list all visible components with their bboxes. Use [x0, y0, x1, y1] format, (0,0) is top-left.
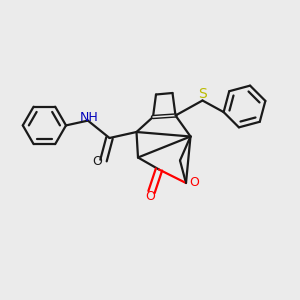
- Text: O: O: [190, 176, 199, 189]
- Text: NH: NH: [80, 111, 99, 124]
- Text: O: O: [146, 190, 155, 203]
- Text: O: O: [92, 154, 102, 168]
- Text: S: S: [198, 87, 207, 101]
